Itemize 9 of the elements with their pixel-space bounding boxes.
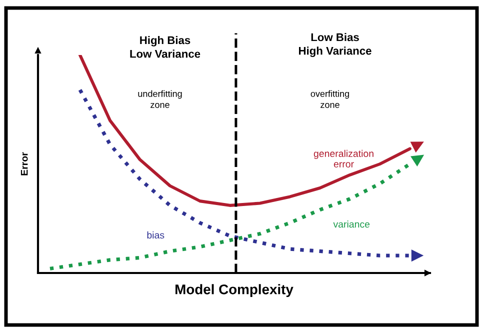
x-axis-title: Model Complexity: [176, 284, 294, 298]
text: bias: [147, 231, 164, 239]
series-label: generalization error: [314, 150, 374, 168]
y-axis-title: Error: [20, 152, 28, 176]
annotation: Low Bias High Variance: [299, 33, 372, 57]
annotation: overfitting zone: [310, 90, 349, 108]
series-label: variance: [333, 220, 370, 228]
annotation: underfitting zone: [138, 90, 182, 108]
annotation: High Bias Low Variance: [130, 36, 200, 58]
